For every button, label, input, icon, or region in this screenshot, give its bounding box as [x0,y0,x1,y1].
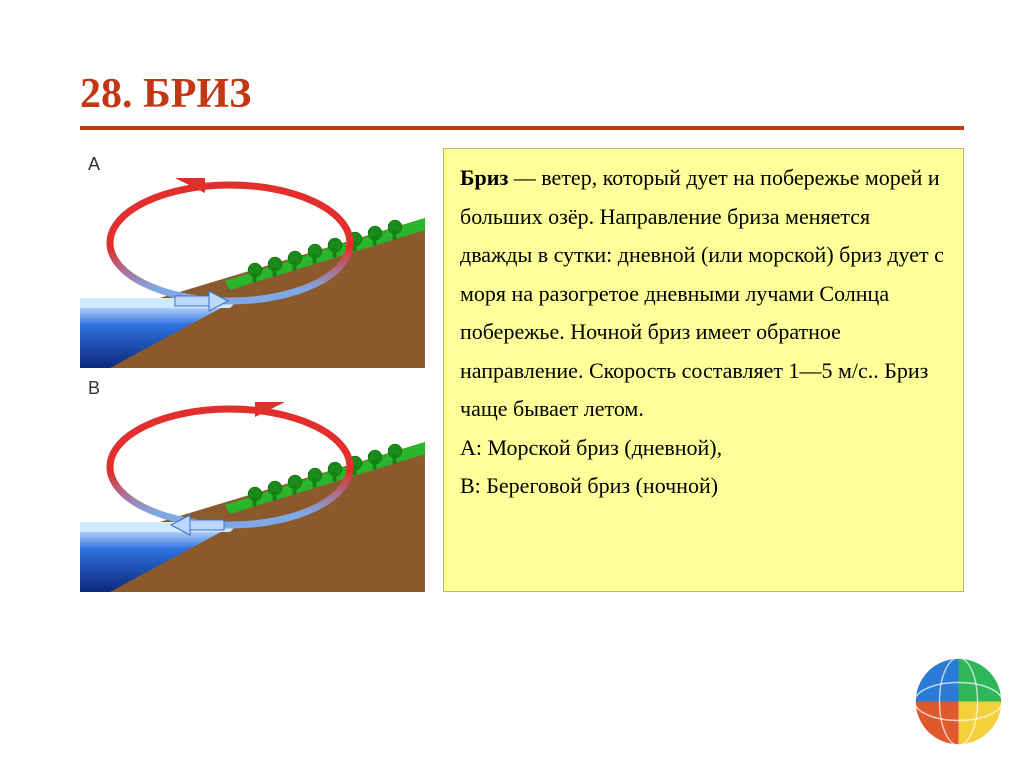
term: Бриз [460,165,508,190]
globe-icon [911,654,1006,749]
caption-a: A: Морской бриз (дневной), [460,429,947,468]
definition-body: — ветер, который дует на побережье морей… [460,165,944,421]
definition-box: Бриз — ветер, который дует на побережье … [443,148,964,592]
title-rule [80,126,964,130]
content-row: A [80,148,964,592]
figure-column: A [80,148,425,592]
slide-title: 28. БРИЗ [80,70,964,118]
diagram-b: B [80,372,425,592]
caption-b: B: Береговой бриз (ночной) [460,467,947,506]
diagram-a-label: A [88,154,100,174]
diagram-b-label: B [88,378,100,398]
definition-text: Бриз — ветер, который дует на побережье … [460,159,947,429]
diagram-a: A [80,148,425,368]
slide: 28. БРИЗ A [0,0,1024,767]
